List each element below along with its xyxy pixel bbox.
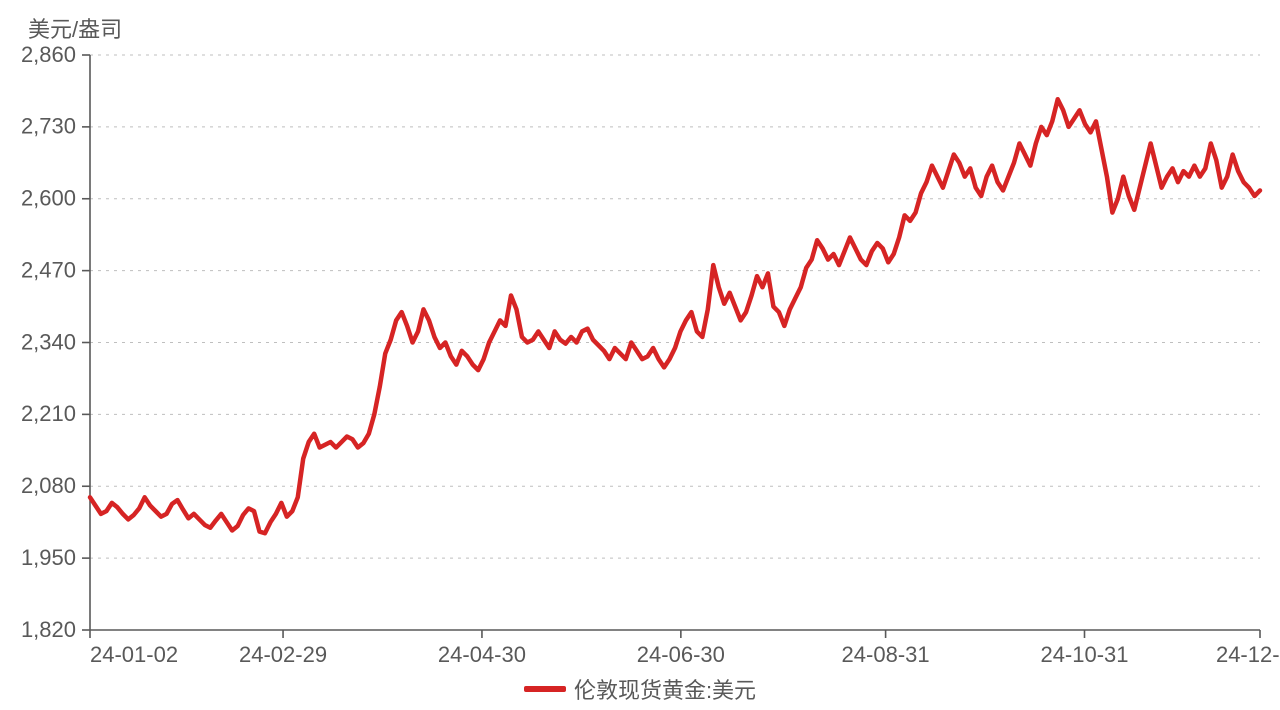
svg-text:24-04-30: 24-04-30 [438, 642, 526, 667]
svg-text:24-10-31: 24-10-31 [1040, 642, 1128, 667]
svg-text:2,730: 2,730 [21, 114, 76, 139]
svg-text:24-06-30: 24-06-30 [637, 642, 725, 667]
legend-swatch [524, 686, 566, 692]
legend-label: 伦敦现货黄金:美元 [574, 673, 756, 705]
gold-price-chart: 美元/盎司 1,820 1,950 2,080 2,210 2,340 2,470 2,60… [0, 0, 1280, 710]
svg-text:2,340: 2,340 [21, 329, 76, 354]
svg-text:1,950: 1,950 [21, 545, 76, 570]
legend-item: 伦敦现货黄金:美元 [524, 673, 756, 705]
svg-text:2,470: 2,470 [21, 257, 76, 282]
y-axis-unit-label: 美元/盎司 [28, 12, 122, 44]
svg-text:1,820: 1,820 [21, 617, 76, 642]
svg-text:24-02-29: 24-02-29 [239, 642, 327, 667]
chart-svg: 1,820 1,950 2,080 2,210 2,340 2,470 2,600 2,730… [0, 0, 1280, 710]
svg-text:2,600: 2,600 [21, 186, 76, 211]
svg-text:24-12-23: 24-12-23 [1216, 642, 1280, 667]
legend: 伦敦现货黄金:美元 [0, 672, 1280, 705]
svg-text:2,080: 2,080 [21, 473, 76, 498]
svg-text:2,210: 2,210 [21, 401, 76, 426]
svg-text:24-01-02: 24-01-02 [90, 642, 178, 667]
svg-text:24-08-31: 24-08-31 [842, 642, 930, 667]
svg-text:2,860: 2,860 [21, 42, 76, 67]
